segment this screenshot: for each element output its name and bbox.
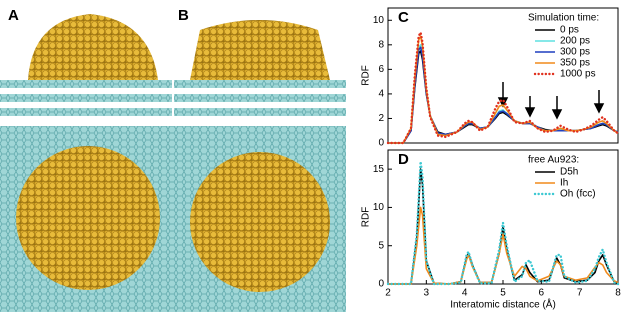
x-tick-label: 3	[424, 288, 430, 299]
y-axis-label: RDF	[361, 65, 372, 86]
x-tick-label: 7	[577, 288, 583, 299]
y-tick-label: 8	[378, 39, 384, 50]
y-tick-label: 5	[378, 240, 384, 251]
legend-title: Simulation time:	[528, 13, 599, 24]
legend-title: free Au923:	[528, 155, 579, 166]
y-tick-label: 0	[378, 138, 384, 149]
panel-label: C	[398, 9, 409, 26]
legend-label: 0 ps	[560, 25, 579, 36]
series-line	[386, 31, 620, 145]
y-tick-label: 15	[373, 164, 385, 175]
legend-label: 200 ps	[560, 36, 590, 47]
simulation-render	[0, 14, 346, 312]
plot-frame	[387, 7, 619, 144]
series-line	[388, 206, 619, 285]
legend-label: 300 ps	[560, 47, 590, 58]
x-tick-label: 6	[539, 288, 545, 299]
x-tick-label: 8	[615, 288, 621, 299]
legend-label: Ih	[560, 178, 568, 189]
legend-label: 1000 ps	[560, 69, 596, 80]
x-tick-label: 2	[385, 288, 391, 299]
x-axis-label: Interatomic distance (Å)	[450, 298, 556, 311]
panel-label: D	[398, 151, 409, 168]
legend-label: 350 ps	[560, 58, 590, 69]
panel-label: A	[8, 7, 19, 24]
legend-label: D5h	[560, 167, 578, 178]
y-tick-label: 0	[378, 279, 384, 290]
y-axis-label: RDF	[361, 207, 372, 228]
y-tick-label: 6	[378, 64, 384, 75]
arrow	[497, 82, 605, 120]
y-tick-label: 4	[378, 89, 384, 100]
y-tick-label: 10	[373, 202, 385, 213]
x-tick-label: 5	[500, 288, 506, 299]
legend-label: Oh (fcc)	[560, 189, 596, 200]
y-tick-label: 2	[378, 113, 384, 124]
x-tick-label: 4	[462, 288, 468, 299]
panel-label: B	[178, 7, 189, 24]
y-tick-label: 10	[373, 15, 385, 26]
